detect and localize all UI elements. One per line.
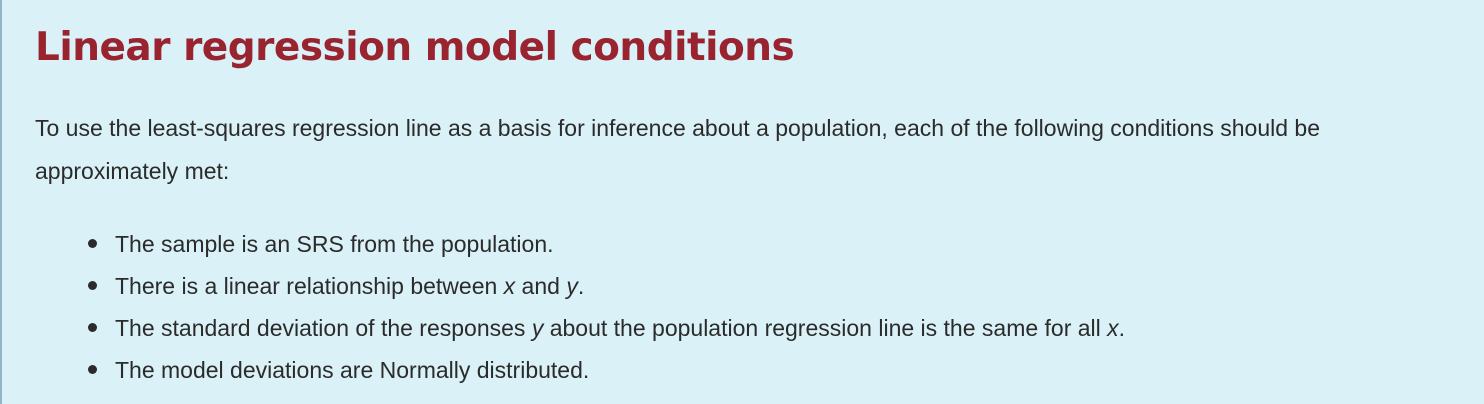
box-title: Linear regression model conditions — [35, 25, 795, 70]
condition-text: There is a linear relationship between — [115, 273, 504, 299]
intro-paragraph: To use the least-squares regression line… — [35, 115, 1320, 184]
condition-text: . — [1118, 315, 1126, 341]
bullet-icon — [88, 281, 97, 290]
bullet-icon — [88, 365, 97, 374]
condition-linearity: There is a linear relationship between x… — [86, 265, 1125, 307]
condition-text: and — [515, 273, 567, 299]
condition-text: The sample is an SRS from the population… — [115, 231, 554, 257]
condition-text: The standard deviation of the responses — [115, 315, 532, 341]
condition-text: The model deviations are Normally distri… — [115, 357, 590, 383]
condition-equal-sd: The standard deviation of the responses … — [86, 307, 1125, 349]
variable-y: y — [531, 315, 544, 341]
condition-text: about the population regression line is … — [543, 315, 1108, 341]
variable-x: x — [503, 273, 516, 299]
variable-x: x — [1107, 315, 1119, 341]
bullet-icon — [88, 323, 97, 332]
condition-srs: The sample is an SRS from the population… — [86, 223, 1125, 265]
bullet-icon — [88, 239, 97, 248]
conditions-list: The sample is an SRS from the population… — [86, 223, 1125, 391]
variable-y: y — [566, 273, 578, 299]
condition-normality: The model deviations are Normally distri… — [86, 349, 1125, 391]
condition-text: . — [577, 273, 585, 299]
